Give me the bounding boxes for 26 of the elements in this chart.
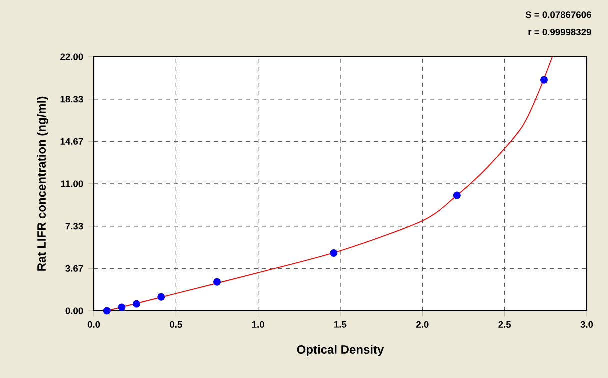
x-tick-label: 0.0 bbox=[88, 321, 100, 328]
y-tick-label: 18.33 bbox=[60, 96, 84, 103]
point bbox=[540, 76, 548, 84]
point bbox=[133, 300, 140, 308]
x-axis-title: Optical Density bbox=[297, 345, 384, 356]
x-tick-label: 1.0 bbox=[252, 321, 264, 328]
point bbox=[453, 192, 461, 200]
y-tick-label: 0.00 bbox=[66, 308, 84, 314]
text: S = 0.07867606 bbox=[526, 12, 592, 18]
x-tick-label: 3.0 bbox=[580, 321, 594, 328]
y-axis-title: Rat LIFR concentration (ng/ml) bbox=[37, 96, 48, 271]
y-tick-label: 3.67 bbox=[66, 265, 84, 272]
y-tick-label: 11.00 bbox=[61, 180, 84, 188]
point bbox=[214, 278, 221, 286]
y-tick-label: 14.67 bbox=[60, 138, 84, 145]
point bbox=[103, 307, 111, 315]
point bbox=[330, 250, 338, 257]
point bbox=[158, 293, 166, 301]
x-tick-label: 2.0 bbox=[416, 321, 429, 328]
text: r = 0.99998329 bbox=[528, 28, 592, 36]
point bbox=[118, 304, 126, 312]
x-tick-label: 0.5 bbox=[170, 321, 182, 328]
y-tick-label: 22.00 bbox=[60, 54, 84, 60]
y-tick-label: 7.33 bbox=[66, 223, 84, 230]
x-tick-label: 2.5 bbox=[498, 321, 512, 328]
x-tick-label: 1.5 bbox=[334, 321, 347, 328]
